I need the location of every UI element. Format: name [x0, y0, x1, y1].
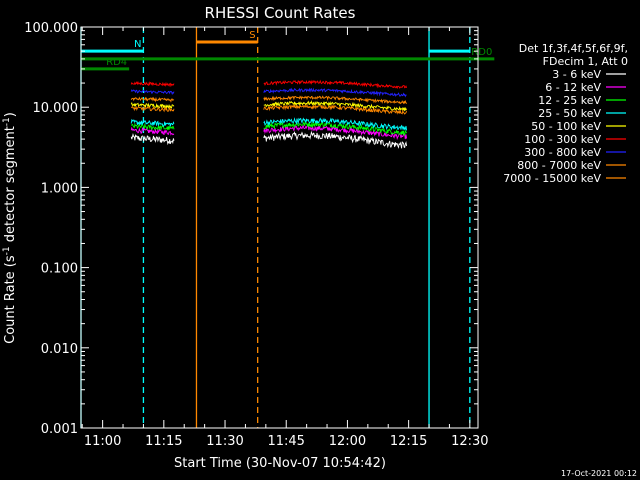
series-line-3-seg1 [263, 117, 408, 131]
y-tick-label-3: 0.100 [41, 262, 78, 277]
legend-header-1: FDecim 1, Att 0 [543, 55, 628, 68]
flag-label-4: RD4 [106, 57, 127, 68]
x-tick-label-0: 11:00 [84, 434, 121, 449]
series-line-1-seg0 [130, 126, 175, 136]
legend-header-0: Det 1f,3f,4f,5f,6f,9f, [519, 42, 628, 55]
legend-label-5: 100 - 300 keV [524, 133, 601, 146]
series-line-2-seg1 [263, 120, 408, 136]
x-tick-label-1: 11:15 [145, 434, 182, 449]
plot-area: N S RD0 RD4 [80, 27, 495, 428]
flag-label-3: RD0 [471, 47, 492, 58]
legend: Det 1f,3f,4f,5f,6f,9f,FDecim 1, Att 03 -… [503, 42, 628, 185]
series-line-2-seg0 [130, 122, 175, 132]
legend-label-2: 12 - 25 keV [538, 94, 601, 107]
y-tick-label-0: 100.000 [24, 21, 78, 36]
plot-frame [80, 26, 479, 429]
y-axis-label: Count Rate (s-1 detector segment-1) [2, 112, 18, 344]
chart-title: RHESSI Count Rates [205, 4, 356, 22]
series-line-7-seg0 [130, 105, 175, 113]
legend-label-8: 7000 - 15000 keV [503, 172, 601, 185]
y-axis-label-part: -1 [2, 246, 12, 255]
legend-label-0: 3 - 6 keV [552, 68, 601, 81]
series-line-8-seg0 [130, 96, 175, 103]
series-line-0-seg0 [130, 133, 175, 146]
footer-timestamp: 17-Oct-2021 00:12 [561, 469, 637, 478]
legend-label-6: 300 - 800 keV [524, 146, 601, 159]
series-line-0-seg1 [263, 130, 408, 149]
y-tick-label-2: 1.000 [41, 181, 78, 196]
axes: 100.000 10.000 1.000 0.100 0.010 0.001 11:00 11… [2, 21, 489, 449]
legend-label-7: 800 - 7000 keV [517, 159, 601, 172]
x-tick-label-5: 12:15 [390, 434, 427, 449]
y-tick-label-5: 0.001 [41, 422, 78, 437]
x-tick-label-6: 12:30 [451, 434, 488, 449]
series-line-3-seg0 [130, 118, 175, 127]
flag-label-2: S [249, 30, 255, 41]
legend-label-1: 6 - 12 keV [545, 81, 601, 94]
legend-label-3: 25 - 50 keV [538, 107, 601, 120]
flag-label-0: N [134, 39, 141, 50]
series-line-6-seg0 [130, 89, 175, 96]
series-line-4-seg0 [130, 101, 175, 110]
x-axis-label: Start Time (30-Nov-07 10:54:42) [174, 456, 386, 471]
x-tick-label-4: 12:00 [329, 434, 366, 449]
series-line-5-seg0 [130, 80, 175, 88]
series-line-5-seg1 [263, 79, 408, 90]
y-axis-label-part: detector segment [3, 126, 18, 246]
y-axis-label-part: ) [3, 112, 18, 117]
y-axis-label-part: Count Rate (s [3, 255, 18, 344]
y-tick-label-4: 0.010 [41, 342, 78, 357]
series-line-6-seg1 [263, 87, 407, 98]
series-line-4-seg1 [263, 99, 407, 112]
y-tick-label-1: 10.000 [33, 101, 79, 116]
series-line-8-seg1 [263, 95, 407, 105]
legend-label-4: 50 - 100 keV [531, 120, 601, 133]
x-tick-label-3: 11:45 [267, 434, 304, 449]
y-axis-label-part: -1 [2, 117, 12, 126]
x-tick-label-2: 11:30 [206, 434, 243, 449]
series-line-7-seg1 [263, 103, 408, 115]
